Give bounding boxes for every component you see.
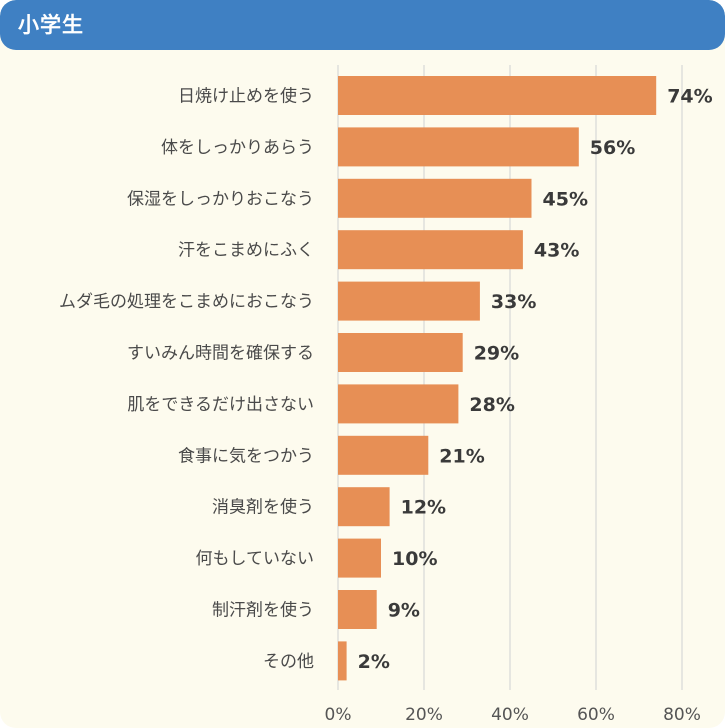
x-tick-label: 0% [325,705,352,725]
value-label: 2% [358,651,390,673]
bar [338,76,657,115]
value-label: 21% [439,445,484,467]
bar [338,230,523,270]
category-label: 消臭剤を使う [212,497,314,518]
value-label: 43% [534,240,579,262]
x-tick-label: 80% [663,705,701,725]
category-label: 制汗剤を使う [212,600,314,621]
category-label: 体をしっかりあらう [161,138,314,158]
bar [338,487,390,527]
value-labels: 74% 56% 45% 43% 33% 29% 28% 21% 12% 10% 9% 2% [358,86,713,673]
category-label: ムダ毛の処理をこまめにおこなう [59,292,314,312]
category-label: 何もしていない [196,549,315,569]
bar [338,384,459,424]
category-labels: 日焼け止めを使う体をしっかりあらう保湿をしっかりおこなう汗をこまめにふくムダ毛の… [59,86,314,672]
value-label: 45% [543,188,588,210]
bar [338,281,480,321]
value-label: 28% [469,394,514,416]
chart-header: 小学生 [0,0,725,50]
grid-lines [337,65,683,690]
bars [338,76,657,681]
bar [338,538,381,578]
bar [338,127,579,167]
bar [338,333,463,372]
bar [338,435,429,475]
category-label: 汗をこまめにふく [178,241,314,261]
value-label: 10% [392,548,437,570]
x-tick-label: 60% [577,705,615,725]
x-tick-label: 40% [491,705,529,725]
value-label: 33% [491,291,536,313]
bar [338,590,377,629]
x-axis-ticks: 0% 20% 40% 60% 80% [325,705,701,725]
category-label: 日焼け止めを使う [178,86,314,107]
x-tick-label: 20% [405,705,443,725]
value-label: 74% [667,86,712,108]
bar [338,178,532,218]
category-label: 食事に気をつかう [178,446,314,466]
value-label: 9% [388,600,420,622]
category-label: 保湿をしっかりおこなう [127,189,314,209]
chart-title: 小学生 [18,13,84,37]
value-label: 12% [401,497,446,519]
value-label: 29% [474,343,519,365]
value-label: 56% [590,137,635,159]
category-label: その他 [263,652,314,672]
category-label: 肌をできるだけ出さない [127,395,314,415]
bar [338,641,347,681]
category-label: すいみん時間を確保する [127,344,314,364]
